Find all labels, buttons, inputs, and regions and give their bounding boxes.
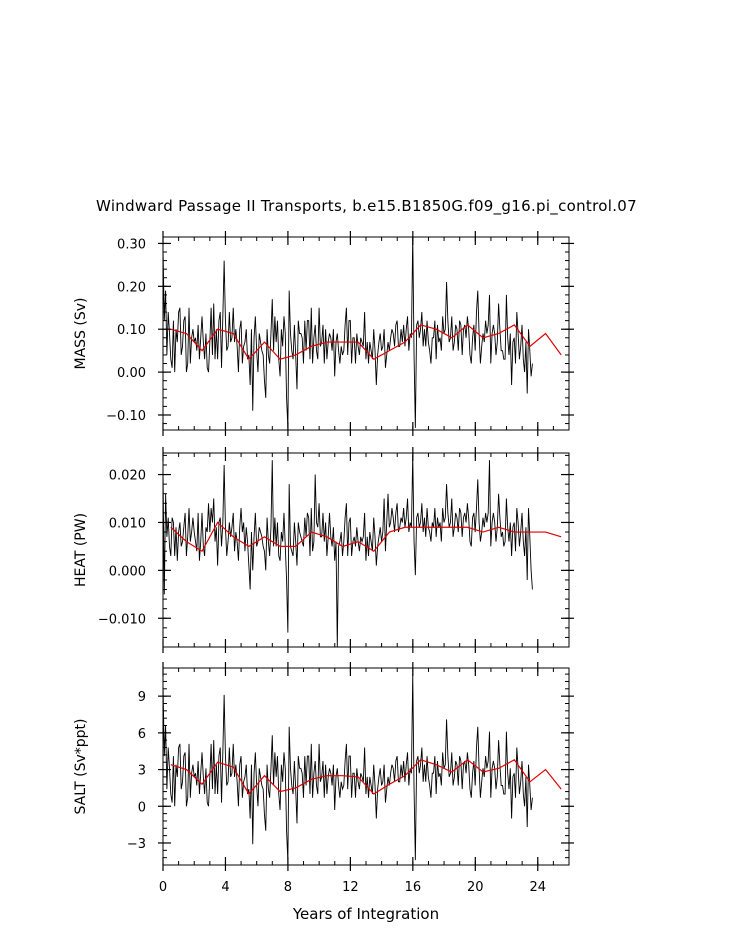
y-tick-label: 3 [138,764,146,779]
y-tick-label: −0.010 [98,612,146,627]
y-tick-label: 0.00 [117,366,146,381]
series-line-monthly [163,237,533,428]
y-tick-label: −0.10 [106,409,146,424]
series-line-monthly [163,455,533,647]
y-axis-label: SALT (Sv*ppt) [73,719,89,815]
series-line-annual-mean [170,324,562,361]
x-tick-label: 24 [529,880,546,895]
y-tick-label: 0.30 [117,237,146,252]
y-tick-label: 0.000 [109,564,146,579]
series-line-monthly [163,672,533,862]
x-tick-label: 16 [405,880,422,895]
x-tick-label: 20 [467,880,484,895]
x-tick-label: 0 [159,880,167,895]
y-axis-label: HEAT (PW) [73,513,89,587]
y-tick-label: 0.10 [117,323,146,338]
y-tick-label: 6 [138,727,146,742]
x-axis-label: Years of Integration [292,905,439,923]
figure-title: Windward Passage II Transports, b.e15.B1… [96,197,637,215]
x-tick-label: 4 [221,880,229,895]
series-line-annual-mean [170,521,562,553]
y-tick-label: 9 [138,690,146,705]
y-tick-label: −3 [127,837,146,852]
y-tick-label: 0 [138,800,146,815]
y-axis-label: MASS (Sv) [73,298,89,370]
series-line-annual-mean [170,758,562,796]
x-tick-label: 12 [342,880,359,895]
x-tick-label: 8 [284,880,292,895]
y-tick-label: 0.20 [117,280,146,295]
y-tick-label: 0.020 [109,469,146,484]
y-tick-label: 0.010 [109,516,146,531]
